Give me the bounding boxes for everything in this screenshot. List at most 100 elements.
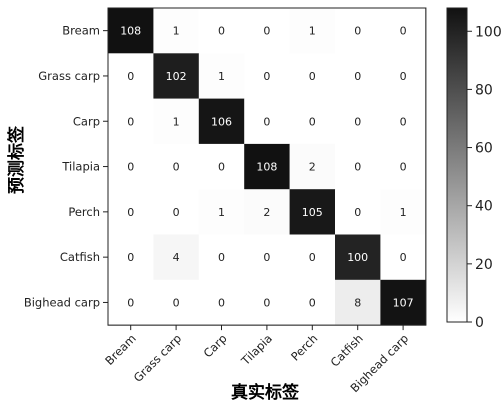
cell-value-label: 0 bbox=[218, 296, 225, 309]
cell-value-label: 1 bbox=[173, 115, 180, 128]
y-tick-label: Catfish bbox=[60, 250, 100, 264]
heatmap-cell bbox=[244, 8, 290, 54]
heatmap-cell bbox=[198, 53, 245, 99]
cell-value-label: 0 bbox=[127, 115, 134, 128]
cell-value-label: 0 bbox=[354, 70, 361, 83]
heatmap-cell bbox=[153, 143, 200, 190]
heatmap-cell bbox=[198, 279, 245, 326]
heatmap-cell bbox=[380, 234, 427, 281]
heatmap-cell bbox=[244, 279, 290, 326]
cell-value-label: 1 bbox=[309, 25, 316, 38]
colorbar-gradient bbox=[446, 7, 468, 323]
cell-value-label: 1 bbox=[173, 25, 180, 38]
x-tick-label: Perch bbox=[288, 331, 320, 363]
cell-value-label: 0 bbox=[309, 115, 316, 128]
cell-value-label: 107 bbox=[393, 296, 414, 309]
heatmap-cell bbox=[244, 234, 290, 281]
cell-value-label: 2 bbox=[263, 206, 270, 219]
cell-value-label: 0 bbox=[218, 251, 225, 264]
heatmap-cell bbox=[108, 143, 154, 190]
plot-border bbox=[107, 7, 427, 326]
cell-value-label: 0 bbox=[173, 161, 180, 174]
heatmap-cell bbox=[380, 53, 427, 99]
heatmap-cell bbox=[289, 189, 336, 235]
cell-value-label: 102 bbox=[166, 70, 187, 83]
cell-value-label: 8 bbox=[354, 296, 361, 309]
cell-value-label: 0 bbox=[354, 115, 361, 128]
cell-value-label: 0 bbox=[127, 251, 134, 264]
y-axis-tick-labels: Bream Grass carp Carp Tilapia Perch Catfish Bi… bbox=[24, 24, 108, 309]
cell-value-label: 0 bbox=[309, 70, 316, 83]
cell-value-label: 0 bbox=[127, 206, 134, 219]
heatmap-cell bbox=[335, 8, 381, 54]
cell-value-label: 0 bbox=[400, 251, 407, 264]
y-tick-label: Carp bbox=[73, 114, 100, 128]
cell-value-label: 0 bbox=[400, 161, 407, 174]
cell-value-label: 108 bbox=[120, 25, 141, 38]
y-tick-label: Bighead carp bbox=[24, 295, 100, 309]
heatmap-cell bbox=[380, 189, 427, 235]
cell-value-label: 0 bbox=[173, 206, 180, 219]
x-tick-label: Catfish bbox=[328, 331, 366, 369]
heatmap-cell bbox=[335, 98, 381, 145]
heatmap-cell bbox=[289, 143, 336, 190]
heatmap-cell bbox=[108, 98, 154, 145]
x-tick-label: Carp bbox=[201, 331, 230, 360]
heatmap-cell bbox=[380, 8, 427, 54]
heatmap-cell bbox=[198, 234, 245, 281]
cell-value-label: 0 bbox=[354, 25, 361, 38]
y-axis-label: 预测标签 bbox=[6, 125, 27, 194]
x-tick-label: Bream bbox=[102, 331, 139, 368]
cell-value-label: 0 bbox=[400, 25, 407, 38]
cell-value-label: 1 bbox=[400, 206, 407, 219]
colorbar-tick-label: 100 bbox=[475, 24, 502, 40]
heatmap-cell bbox=[335, 279, 381, 326]
heatmap-cell bbox=[289, 53, 336, 99]
colorbar-tick-label: 0 bbox=[475, 315, 484, 331]
cell-value-label: 0 bbox=[263, 115, 270, 128]
heatmap-cell bbox=[153, 279, 200, 326]
cell-value-label: 2 bbox=[309, 161, 316, 174]
cell-value-label: 0 bbox=[354, 206, 361, 219]
cell-value-label: 0 bbox=[127, 161, 134, 174]
heatmap-cell bbox=[380, 143, 427, 190]
cell-value-labels: 108 1 0 0 1 0 00 102 1 0 0 0 00 1 106 0 0 0 00 0 0 108 2 0 00 0 1 2… bbox=[120, 25, 413, 310]
heatmap-cell bbox=[108, 8, 154, 54]
cell-value-label: 108 bbox=[256, 161, 277, 174]
cell-value-label: 0 bbox=[309, 296, 316, 309]
cell-value-label: 0 bbox=[263, 296, 270, 309]
cell-value-label: 4 bbox=[173, 251, 180, 264]
heatmap-cell bbox=[153, 53, 200, 99]
heatmap-cell bbox=[153, 189, 200, 235]
heatmap-cell bbox=[108, 234, 154, 281]
heatmap-cell bbox=[108, 189, 154, 235]
heatmap-cell bbox=[244, 98, 290, 145]
cell-value-label: 0 bbox=[400, 70, 407, 83]
y-tick-label: Tilapia bbox=[61, 160, 100, 174]
y-tick-label: Grass carp bbox=[38, 69, 100, 83]
colorbar-tick-label: 80 bbox=[475, 82, 493, 98]
cell-value-label: 0 bbox=[127, 70, 134, 83]
x-tick-label: Grass carp bbox=[131, 331, 185, 385]
heatmap-cell bbox=[153, 98, 200, 145]
cell-value-label: 0 bbox=[354, 161, 361, 174]
cell-value-label: 0 bbox=[263, 25, 270, 38]
heatmap-cell bbox=[380, 98, 427, 145]
heatmap-cell bbox=[289, 98, 336, 145]
cell-value-label: 0 bbox=[263, 70, 270, 83]
y-tick-label: Perch bbox=[68, 205, 100, 219]
heatmap-cell bbox=[335, 53, 381, 99]
heatmap-cell bbox=[335, 143, 381, 190]
heatmap-cell bbox=[244, 143, 290, 190]
heatmap-cell bbox=[198, 8, 245, 54]
cell-value-label: 1 bbox=[218, 206, 225, 219]
colorbar-tick-label: 60 bbox=[475, 141, 493, 157]
cell-value-label: 0 bbox=[173, 296, 180, 309]
cell-value-label: 0 bbox=[127, 296, 134, 309]
heatmap-cell bbox=[153, 8, 200, 54]
heatmap-cell bbox=[289, 8, 336, 54]
y-tick-label: Bream bbox=[62, 24, 100, 38]
cell-value-label: 0 bbox=[309, 251, 316, 264]
heatmap-cell bbox=[108, 279, 154, 326]
